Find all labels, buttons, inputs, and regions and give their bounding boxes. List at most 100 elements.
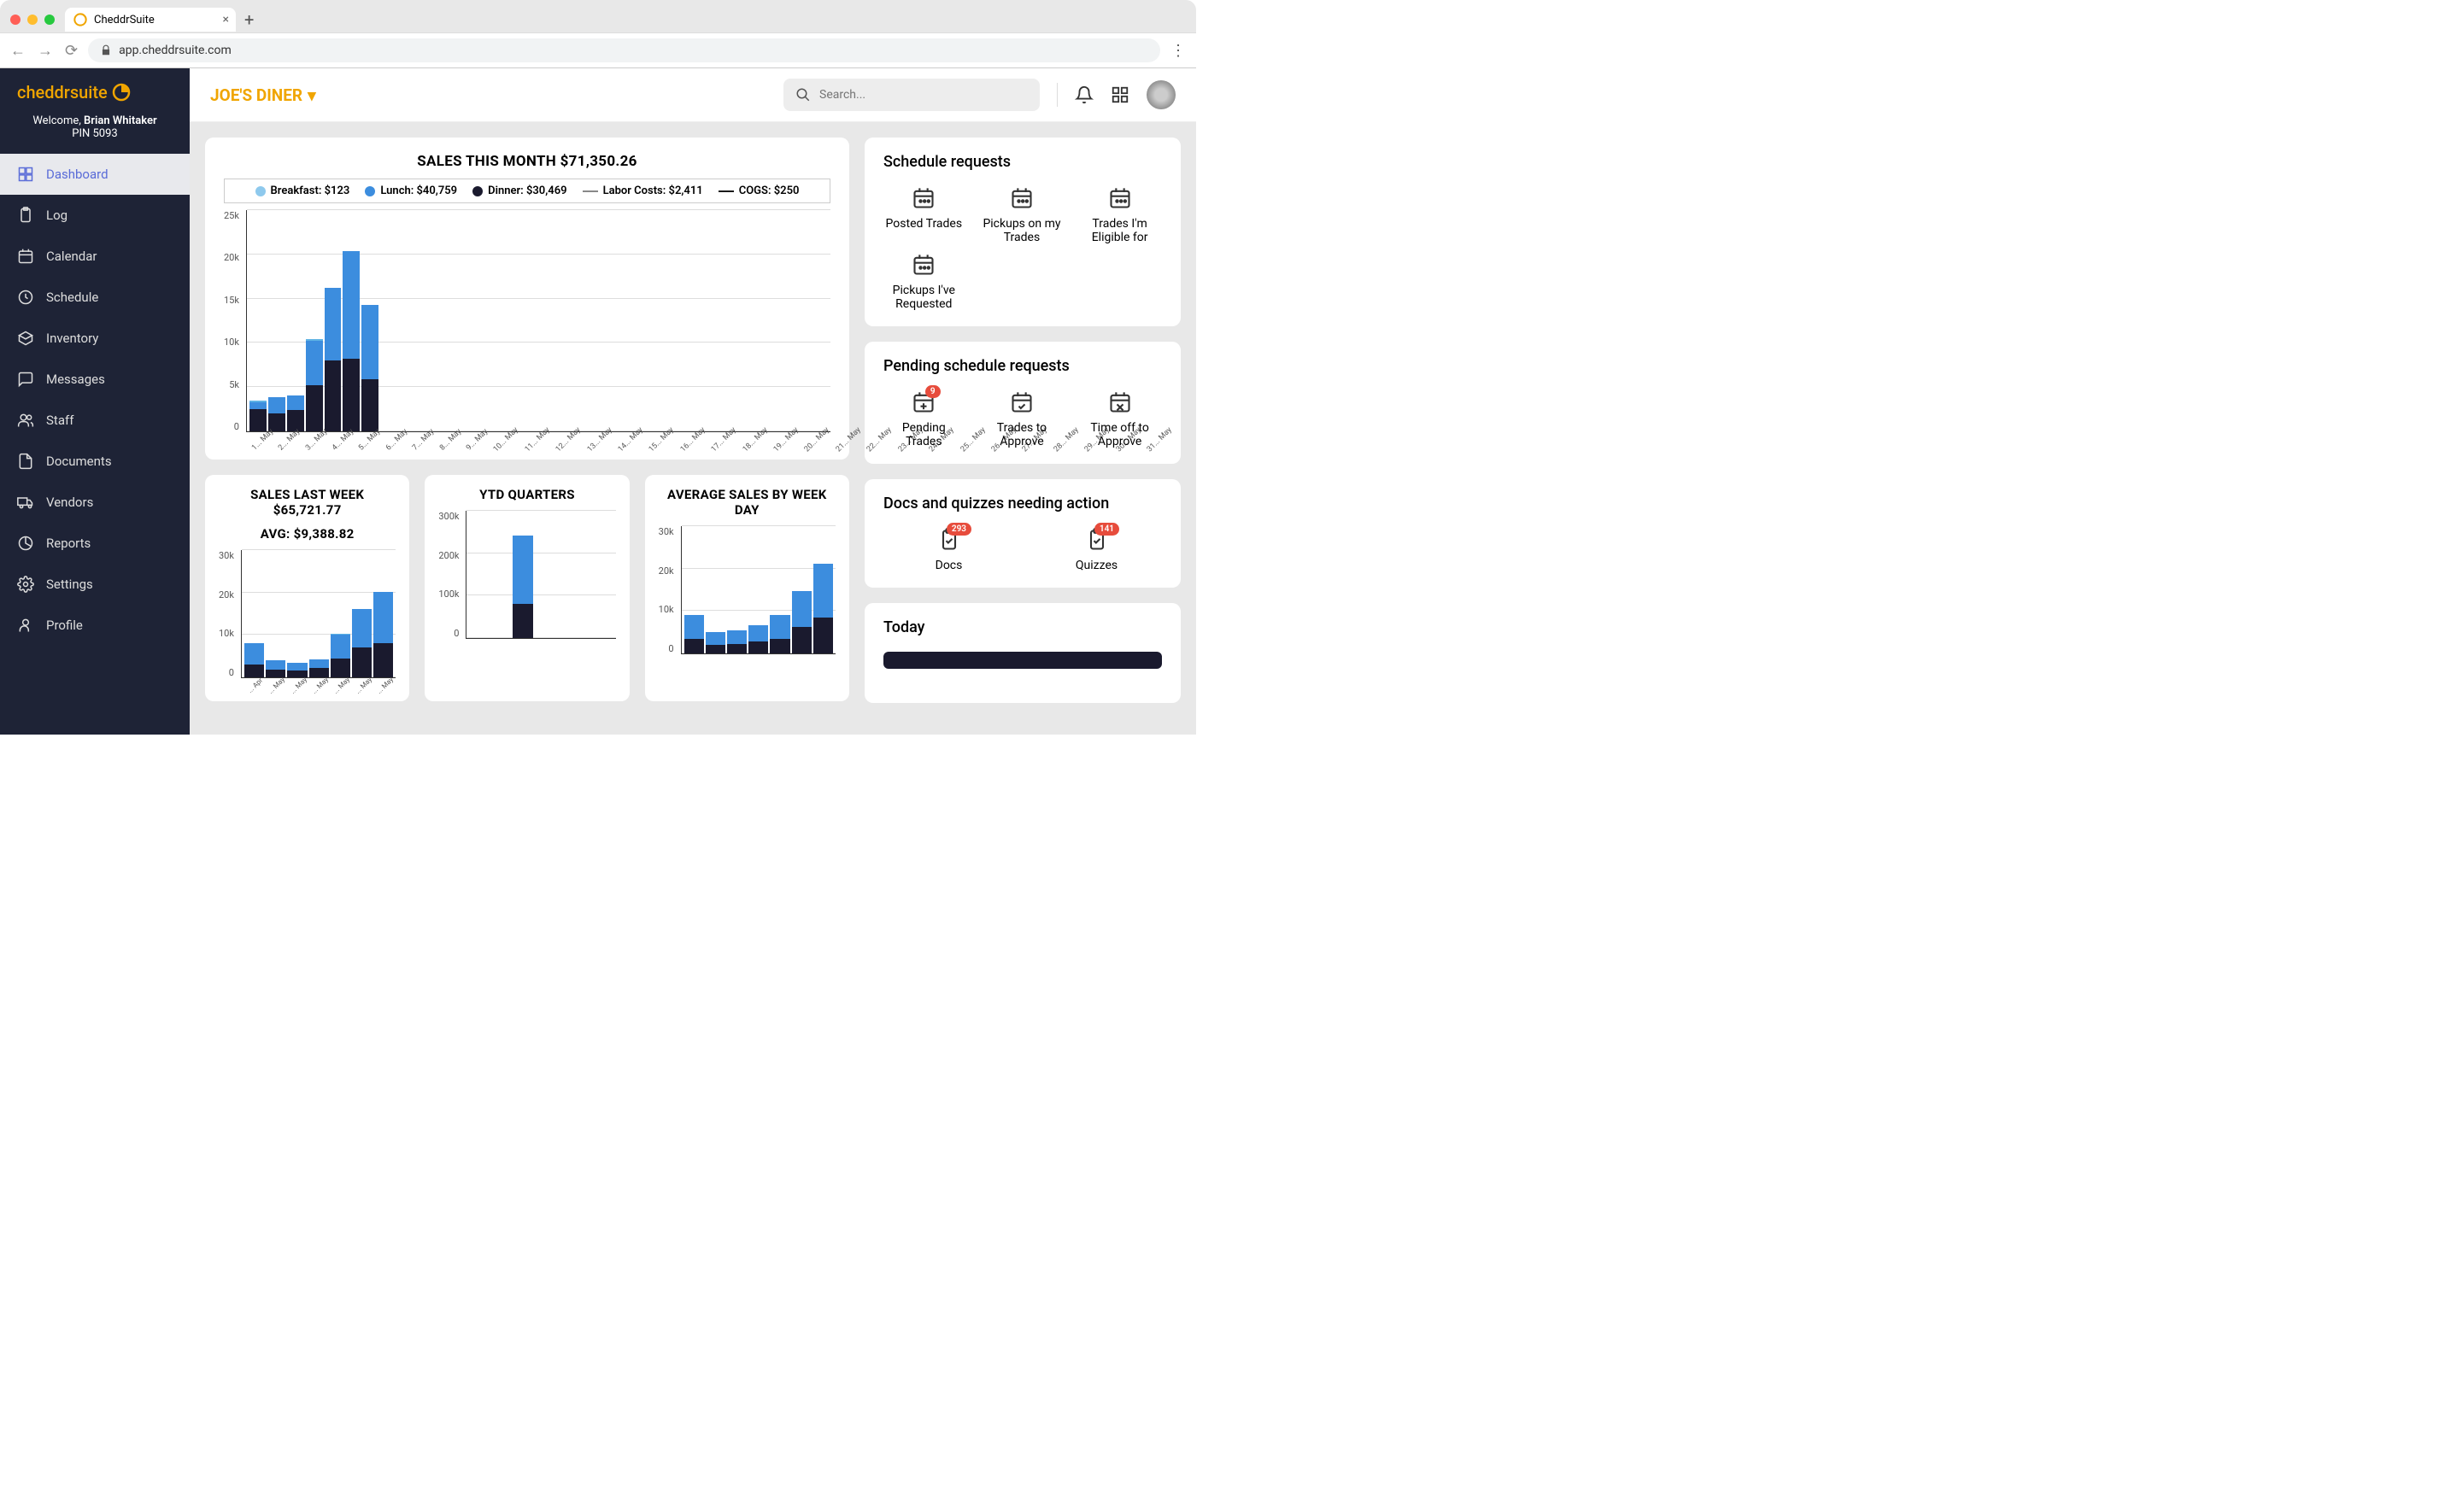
icon-cell-label: Docs: [936, 559, 963, 572]
y-tick: 30k: [659, 526, 674, 537]
notifications-icon[interactable]: [1075, 85, 1094, 104]
close-tab-button[interactable]: ×: [223, 13, 229, 26]
location-dropdown[interactable]: JOE'S DINER ▾: [210, 85, 316, 105]
sales-week-title-1: SALES LAST WEEK $65,721.77: [219, 487, 396, 518]
close-window-button[interactable]: [10, 15, 21, 25]
bar-group: [309, 659, 329, 677]
legend-swatch: [365, 186, 375, 196]
docs-quizzes-card: Docs and quizzes needing action 293Docs1…: [865, 479, 1181, 588]
icon-cell[interactable]: Time off to Approve: [1079, 390, 1160, 448]
sidebar-item-vendors[interactable]: Vendors: [0, 482, 190, 523]
nav-label: Messages: [46, 372, 105, 387]
bar-group: [306, 339, 323, 431]
url-field[interactable]: app.cheddrsuite.com: [88, 38, 1160, 62]
nav-label: Profile: [46, 618, 83, 633]
logo: cheddrsuite: [0, 68, 190, 111]
legend-label: Lunch: $40,759: [380, 184, 457, 197]
y-tick: 20k: [219, 589, 234, 600]
search-input[interactable]: [819, 88, 1028, 102]
avatar[interactable]: [1147, 80, 1176, 109]
forward-button[interactable]: →: [38, 42, 53, 60]
bar-dinner: [343, 359, 360, 431]
bar-lunch: [306, 341, 323, 385]
x-axis: 1... May2... May3... May4... May5... May…: [224, 436, 830, 444]
bar-dinner: [249, 409, 267, 431]
bar-lunch: [352, 609, 372, 647]
sidebar-item-settings[interactable]: Settings: [0, 564, 190, 605]
window-controls: [10, 15, 55, 25]
icon-cell-label: Posted Trades: [886, 217, 963, 231]
tab-bar: CheddrSuite × +: [0, 0, 1196, 32]
nav-label: Staff: [46, 413, 73, 428]
sidebar-item-log[interactable]: Log: [0, 195, 190, 236]
calendar-icon: [17, 248, 34, 265]
bar-lunch: [266, 660, 285, 670]
bar-lunch: [513, 536, 533, 604]
browser-tab[interactable]: CheddrSuite ×: [65, 8, 236, 32]
icon-cell[interactable]: 9Pending Trades: [883, 390, 965, 448]
file-icon: [17, 453, 34, 470]
address-bar: ← → ⟳ app.cheddrsuite.com ⋮: [0, 32, 1196, 67]
y-axis: 25k20k15k10k5k0: [224, 210, 246, 432]
nav-label: Calendar: [46, 249, 97, 264]
calendar-icon: [1108, 186, 1132, 210]
bar-lunch: [770, 615, 789, 639]
sidebar-item-messages[interactable]: Messages: [0, 359, 190, 400]
bar-group: [706, 632, 725, 653]
nav-label: Inventory: [46, 331, 98, 346]
icon-cell-label: Time off to Approve: [1079, 421, 1160, 448]
sidebar-item-staff[interactable]: Staff: [0, 400, 190, 441]
bar-group: [325, 288, 342, 431]
calendar-icon: [1010, 390, 1034, 414]
bar-lunch: [361, 305, 378, 378]
plot-area: [681, 526, 836, 654]
icon-cell[interactable]: 293Docs: [883, 528, 1014, 572]
sidebar-item-reports[interactable]: Reports: [0, 523, 190, 564]
icon-cell[interactable]: Pickups on my Trades: [982, 186, 1063, 244]
pin-label: PIN 5093: [9, 127, 181, 140]
calendar-icon: [912, 186, 936, 210]
sidebar-item-dashboard[interactable]: Dashboard: [0, 154, 190, 195]
welcome-name: Brian Whitaker: [84, 114, 157, 127]
sidebar-item-profile[interactable]: Profile: [0, 605, 190, 646]
pie-icon: [17, 535, 34, 552]
x-tick: ... May: [353, 675, 373, 695]
clock-icon: [17, 289, 34, 306]
sidebar-item-schedule[interactable]: Schedule: [0, 277, 190, 318]
search-box[interactable]: [783, 79, 1040, 111]
icon-cell-label: Pickups I've Requested: [883, 284, 965, 311]
browser-menu-button[interactable]: ⋮: [1170, 42, 1186, 60]
bar-lunch: [287, 395, 304, 410]
legend-swatch: [255, 186, 266, 196]
sidebar-item-documents[interactable]: Documents: [0, 441, 190, 482]
sidebar-item-calendar[interactable]: Calendar: [0, 236, 190, 277]
apps-grid-icon[interactable]: [1111, 85, 1129, 104]
icon-cell[interactable]: Trades to Approve: [982, 390, 1063, 448]
bar-lunch: [343, 251, 360, 359]
y-tick: 0: [224, 421, 239, 432]
back-button[interactable]: ←: [10, 42, 26, 60]
nav-label: Schedule: [46, 290, 98, 305]
minimize-window-button[interactable]: [27, 15, 38, 25]
x-tick: ... Apr: [245, 675, 266, 695]
y-axis: 30k20k10k0: [659, 526, 681, 654]
schedule-requests-card: Schedule requests Posted TradesPickups o…: [865, 138, 1181, 326]
y-tick: 10k: [219, 628, 234, 639]
bar-dinner: [813, 618, 833, 653]
bar-lunch: [268, 397, 285, 413]
icon-cell[interactable]: 141Quizzes: [1031, 528, 1162, 572]
legend-label: Breakfast: $123: [271, 184, 350, 197]
icon-cell[interactable]: Trades I'm Eligible for: [1079, 186, 1160, 244]
y-tick: 15k: [224, 295, 239, 306]
maximize-window-button[interactable]: [44, 15, 55, 25]
new-tab-button[interactable]: +: [244, 9, 254, 30]
y-tick: 200k: [438, 550, 459, 561]
reload-button[interactable]: ⟳: [65, 42, 78, 60]
sidebar-item-inventory[interactable]: Inventory: [0, 318, 190, 359]
bar-group: [513, 536, 533, 638]
icon-cell[interactable]: Posted Trades: [883, 186, 965, 244]
icon-cell[interactable]: Pickups I've Requested: [883, 253, 965, 311]
legend-item: Lunch: $40,759: [365, 184, 457, 197]
nav-label: Dashboard: [46, 167, 109, 182]
bar-group: [352, 609, 372, 677]
